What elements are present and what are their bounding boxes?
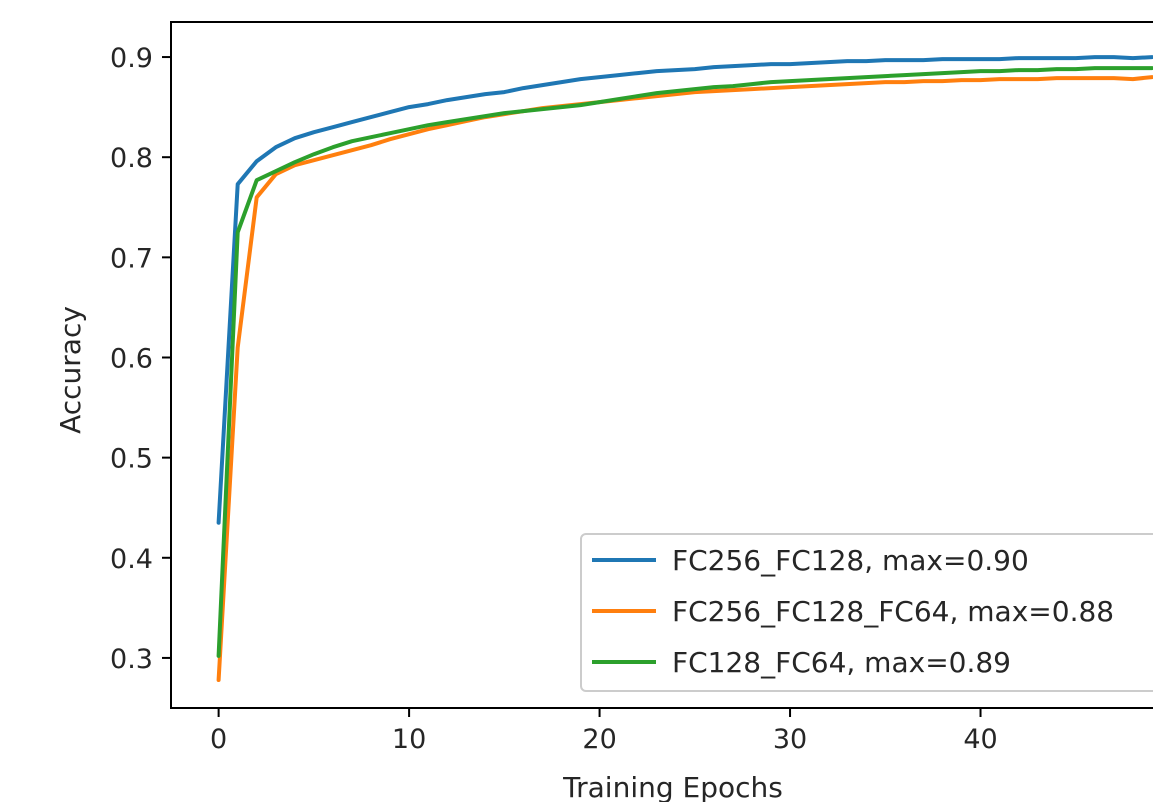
x-tick-label: 0 [210, 724, 227, 755]
x-tick-label: 10 [392, 724, 426, 755]
x-tick-label: 20 [582, 724, 616, 755]
y-tick-label: 0.3 [110, 644, 153, 675]
x-tick-label: 30 [773, 724, 807, 755]
y-tick-label: 0.9 [110, 43, 153, 74]
x-axis-label: Training Epochs [562, 771, 783, 802]
legend-label-3: FC128_FC64, max=0.89 [672, 646, 1011, 679]
plot-area [170, 21, 1153, 709]
y-axis-label: Accuracy [54, 306, 87, 434]
y-tick-label: 0.6 [110, 343, 153, 374]
x-axis-ticks: 01020304050 [210, 708, 998, 755]
series-layer [216, 55, 1153, 682]
series-line-3 [216, 66, 1153, 658]
y-tick-label: 0.4 [110, 544, 153, 575]
axes-frame [170, 21, 1153, 709]
legend: FC256_FC128, max=0.90 FC256_FC128_FC64, m… [580, 533, 1153, 692]
series-line-2 [216, 75, 1153, 682]
y-tick-label: 0.5 [110, 444, 153, 475]
legend-box [580, 533, 1153, 692]
y-tick-label: 0.8 [110, 143, 153, 174]
series-line-1 [216, 55, 1153, 525]
x-tick-label: 40 [963, 724, 997, 755]
legend-label-1: FC256_FC128, max=0.90 [672, 544, 1029, 577]
legend-label-2: FC256_FC128_FC64, max=0.88 [672, 595, 1114, 628]
legend-entries: FC256_FC128, max=0.90 FC256_FC128_FC64, m… [592, 544, 1114, 679]
y-axis-ticks: 0.3 0.4 0.5 0.6 0.7 0.8 0.9 [110, 43, 171, 675]
y-tick-label: 0.7 [110, 243, 153, 274]
